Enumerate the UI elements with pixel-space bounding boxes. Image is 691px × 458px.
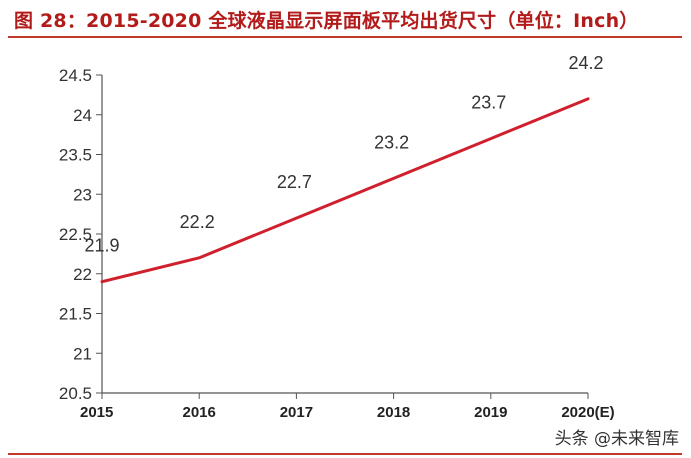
chart-axes <box>101 75 588 394</box>
y-tick-label: 21.5 <box>59 305 92 324</box>
y-tick-label: 24 <box>73 106 92 125</box>
y-tick-label: 22 <box>73 265 92 284</box>
y-tick-label: 23 <box>73 185 92 204</box>
x-tick-label: 2020(E) <box>561 404 614 421</box>
y-axis-ticks: 20.5 21 21.5 22 22.5 23 23.5 24 24.5 <box>59 66 102 403</box>
data-label: 21.9 <box>84 236 119 256</box>
watermark: 头条 @未来智库 <box>554 429 679 449</box>
data-label: 24.2 <box>568 53 603 73</box>
chart-series <box>100 97 590 284</box>
data-label: 22.2 <box>180 212 215 232</box>
x-tick-label: 2016 <box>183 404 216 421</box>
y-tick-label: 20.5 <box>59 384 92 403</box>
footer-rule <box>8 453 682 455</box>
x-tick-label: 2015 <box>80 404 113 421</box>
title-rule <box>8 36 682 38</box>
data-labels: 21.9 22.2 22.7 23.2 23.7 24.2 <box>84 53 603 256</box>
y-tick-label: 22.5 <box>59 225 92 244</box>
x-tick-label: 2018 <box>377 404 410 421</box>
data-label: 23.2 <box>374 132 409 152</box>
y-tick-label: 21 <box>73 344 92 363</box>
x-tick-label: 2019 <box>474 404 507 421</box>
y-tick-label: 23.5 <box>59 146 92 165</box>
y-tick-label: 24.5 <box>59 66 92 85</box>
series-line <box>100 97 590 284</box>
x-axis-ticks: 2015 2016 2017 2018 2019 2020(E) <box>80 393 615 421</box>
figure-title: 图 28：2015-2020 全球液晶显示屏面板平均出货尺寸（单位：Inch） <box>14 10 639 32</box>
data-label: 22.7 <box>277 172 312 192</box>
data-label: 23.7 <box>471 93 506 113</box>
x-tick-label: 2017 <box>280 404 313 421</box>
